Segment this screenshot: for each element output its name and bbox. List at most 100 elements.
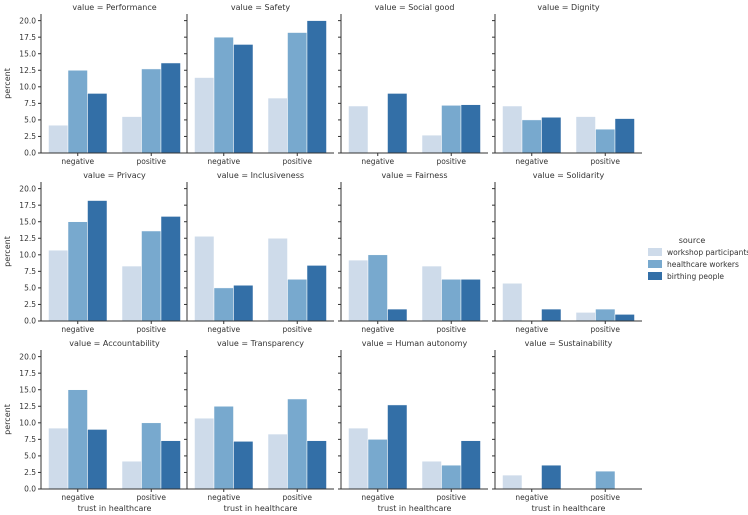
y-tick-label: 5.0 [24, 284, 36, 293]
bar [441, 464, 462, 490]
bar [194, 417, 215, 490]
bar [67, 389, 88, 490]
bar [48, 249, 69, 322]
bar [306, 20, 327, 154]
x-axis-label: trust in healthcare [224, 504, 298, 513]
legend-label: healthcare workers [667, 260, 739, 269]
panel-title: value = Inclusiveness [217, 171, 304, 180]
x-axis-label: trust in healthcare [532, 504, 606, 513]
legend-title: source [679, 236, 706, 245]
x-tick-label: positive [591, 493, 621, 502]
y-tick-label: 7.5 [24, 99, 36, 108]
bar [267, 238, 288, 322]
y-tick-label: 17.5 [19, 33, 36, 42]
y-tick-label: 17.5 [19, 369, 36, 378]
panel-title: value = Dignity [537, 3, 600, 12]
bar [541, 308, 562, 322]
x-tick-label: negative [61, 157, 94, 166]
bar [233, 44, 254, 154]
x-axis-label: trust in healthcare [378, 504, 452, 513]
bar [87, 200, 108, 322]
x-tick-label: negative [515, 493, 548, 502]
legend-swatch [648, 272, 662, 280]
y-tick-label: 7.5 [24, 435, 36, 444]
bar [502, 283, 523, 322]
bar [121, 265, 142, 322]
x-tick-label: positive [591, 157, 621, 166]
bar [87, 93, 108, 154]
x-tick-label: negative [361, 325, 394, 334]
legend-swatch [648, 248, 662, 256]
bar [233, 285, 254, 322]
x-tick-label: positive [137, 157, 167, 166]
y-tick-label: 5.0 [24, 116, 36, 125]
bar [421, 134, 442, 154]
x-tick-label: negative [361, 157, 394, 166]
bar [306, 440, 327, 490]
bar [141, 230, 162, 322]
x-tick-label: negative [61, 493, 94, 502]
x-tick-label: negative [207, 493, 240, 502]
y-tick-label: 12.5 [19, 234, 36, 243]
y-tick-label: 0.0 [24, 149, 36, 158]
panel-title: value = Fairness [381, 171, 447, 180]
y-tick-label: 0.0 [24, 485, 36, 494]
bar [67, 221, 88, 322]
bar [287, 32, 308, 154]
y-tick-label: 2.5 [24, 468, 36, 477]
bar [87, 429, 108, 490]
panel-title: value = Performance [72, 3, 156, 12]
panel-title: value = Sustainability [525, 339, 613, 348]
y-tick-label: 12.5 [19, 402, 36, 411]
bar [575, 116, 596, 154]
x-tick-label: negative [515, 325, 548, 334]
x-tick-label: positive [437, 493, 467, 502]
bar [441, 279, 462, 322]
bar [213, 406, 234, 490]
y-tick-label: 15.0 [19, 49, 36, 58]
bar [233, 441, 254, 490]
x-axis-label: trust in healthcare [78, 504, 152, 513]
y-axis-label: percent [3, 236, 12, 267]
bar [421, 460, 442, 490]
bar [502, 105, 523, 154]
bar [421, 265, 442, 322]
bar [287, 279, 308, 322]
bar [348, 427, 369, 490]
bar [160, 440, 181, 490]
bar [367, 254, 388, 322]
bar [141, 422, 162, 490]
y-tick-label: 7.5 [24, 267, 36, 276]
y-tick-label: 10.0 [19, 419, 36, 428]
y-tick-label: 10.0 [19, 83, 36, 92]
x-tick-label: positive [437, 157, 467, 166]
bar [541, 464, 562, 490]
legend-label: birthing people [667, 272, 724, 281]
y-tick-label: 17.5 [19, 201, 36, 210]
y-tick-label: 10.0 [19, 251, 36, 260]
bar [614, 118, 635, 154]
x-tick-label: positive [283, 157, 313, 166]
x-tick-label: positive [283, 325, 313, 334]
bar [213, 36, 234, 154]
y-tick-label: 2.5 [24, 132, 36, 141]
bar [287, 398, 308, 490]
panel-title: value = Human autonomy [362, 339, 468, 348]
bar [460, 279, 481, 322]
bar [575, 312, 596, 322]
bar [48, 427, 69, 490]
x-tick-label: negative [61, 325, 94, 334]
y-tick-label: 15.0 [19, 217, 36, 226]
bar [194, 77, 215, 154]
panel-title: value = Solidarity [533, 171, 605, 180]
y-tick-label: 5.0 [24, 452, 36, 461]
panel-title: value = Transparency [217, 339, 304, 348]
bar [306, 265, 327, 322]
x-tick-label: positive [137, 493, 167, 502]
x-tick-label: negative [361, 493, 394, 502]
y-axis-label: percent [3, 404, 12, 435]
bar [387, 93, 408, 154]
x-tick-label: positive [137, 325, 167, 334]
x-tick-label: negative [515, 157, 548, 166]
x-tick-label: positive [437, 325, 467, 334]
